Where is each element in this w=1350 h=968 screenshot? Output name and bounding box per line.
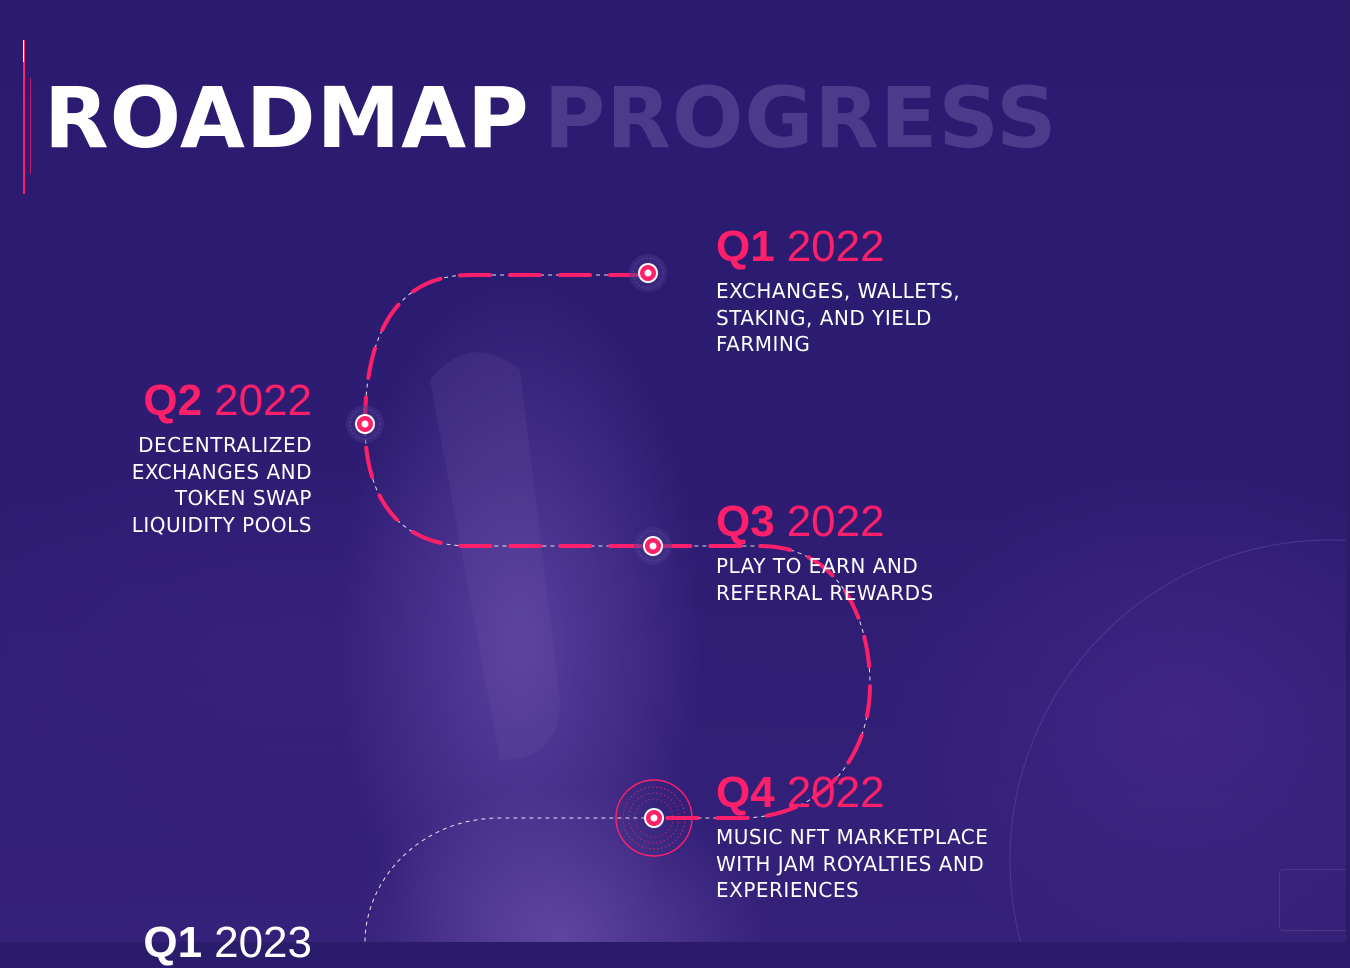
milestone-year: 2022 <box>786 222 885 271</box>
milestone-quarter: Q1 <box>716 222 775 271</box>
milestone-q3-2022: Q3 2022 PLAY TO EARN AND REFERRAL REWARDS <box>716 497 1016 606</box>
milestone-year: 2023 <box>214 918 312 967</box>
milestone-heading: Q4 2022 <box>716 768 1036 818</box>
milestone-quarter: Q1 <box>143 918 203 967</box>
milestone-heading: Q1 2023 <box>100 918 312 968</box>
background-photo <box>0 0 1350 942</box>
milestone-year: 2022 <box>214 376 312 425</box>
milestone-q4-2022: Q4 2022 MUSIC NFT MARKETPLACE WITH JAM RO… <box>716 768 1036 904</box>
radar-pulse-icon[interactable] <box>615 779 693 857</box>
milestone-description: EXCHANGES, WALLETS, STAKING, AND YIELD F… <box>716 279 961 356</box>
roadmap-path <box>346 254 873 942</box>
target-ring-icon[interactable] <box>629 254 667 292</box>
widget-frame[interactable] <box>1279 869 1350 931</box>
milestone-year: 2022 <box>786 497 885 546</box>
scrollbar[interactable] <box>1346 0 1350 942</box>
title-secondary: PROGRESS <box>543 69 1058 167</box>
milestone-quarter: Q4 <box>716 768 775 817</box>
milestone-quarter: Q3 <box>716 497 775 546</box>
milestone-quarter: Q2 <box>143 376 203 425</box>
milestone-description: DECENTRALIZED EXCHANGES AND TOKEN SWAP L… <box>131 433 312 537</box>
roadmap-route-progress <box>362 273 873 820</box>
milestone-description: PLAY TO EARN AND REFERRAL REWARDS <box>716 554 934 605</box>
target-ring-icon[interactable] <box>634 527 672 565</box>
background-decoration <box>430 352 1350 942</box>
title-accent-line-secondary <box>30 78 31 174</box>
milestone-q1-2023: Q1 2023 <box>100 918 312 968</box>
roadmap-route-dotted <box>364 274 871 942</box>
milestone-q1-2022: Q1 2022 EXCHANGES, WALLETS, STAKING, AND … <box>716 222 1016 358</box>
title-accent-bar <box>23 40 25 194</box>
milestone-heading: Q1 2022 <box>716 222 1016 272</box>
milestone-year: 2022 <box>786 768 885 817</box>
milestone-heading: Q3 2022 <box>716 497 1016 547</box>
milestone-description: MUSIC NFT MARKETPLACE WITH JAM ROYALTIES… <box>716 825 989 902</box>
milestone-q2-2022: Q2 2022 DECENTRALIZED EXCHANGES AND TOKEN… <box>100 376 312 538</box>
title-primary: ROADMAP <box>44 69 530 167</box>
page-title: ROADMAP PROGRESS <box>44 70 1058 166</box>
title-accent-line <box>23 40 24 62</box>
target-ring-icon[interactable] <box>346 405 384 443</box>
milestone-heading: Q2 2022 <box>100 376 312 426</box>
